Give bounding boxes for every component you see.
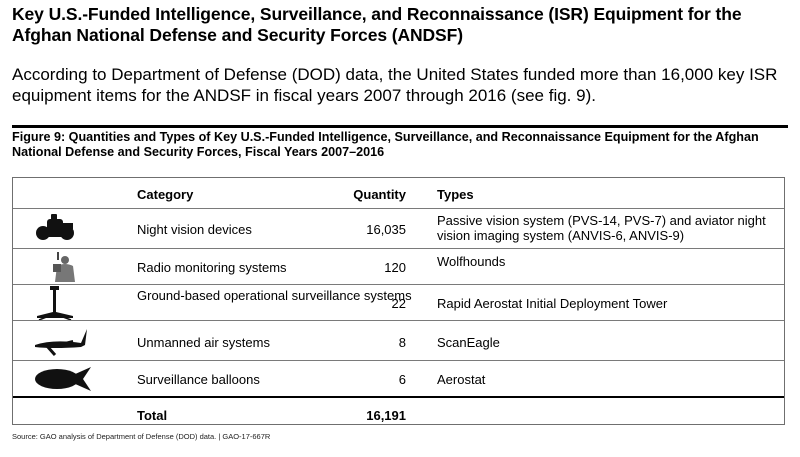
radio-monitoring-icon [53,252,75,282]
table-row: Surveillance balloons 6 Aerostat [13,360,784,397]
table-total-row: Total 16,191 [13,396,784,426]
category-cell: Radio monitoring systems [137,260,287,275]
tower-icon [37,286,73,320]
types-cell: Aerostat [437,372,486,387]
table-row: Unmanned air systems 8 ScanEagle [13,320,784,361]
source-note: Source: GAO analysis of Department of De… [12,432,271,441]
quantity-cell: 8 [398,335,406,350]
drone-icon [35,329,87,356]
table-row: Ground-based operational surveillance sy… [13,284,784,321]
header-category: Category [137,187,194,202]
total-label: Total [137,408,168,423]
table-row: Night vision devices 16,035 Passive visi… [13,208,784,249]
table-header-row: Category Quantity Types [13,178,784,208]
figure-title: Figure 9: Quantities and Types of Key U.… [12,125,788,160]
balloon-icon [35,367,91,391]
total-quantity: 16,191 [366,408,406,423]
quantity-cell: 6 [398,372,406,387]
page-heading: Key U.S.-Funded Intelligence, Surveillan… [12,4,742,45]
types-cell: Rapid Aerostat Initial Deployment Tower [437,296,668,311]
types-cell: ScanEagle [437,335,500,350]
category-cell: Ground-based operational surveillance sy… [137,288,412,303]
types-cell: Wolfhounds [437,254,506,269]
table-row: Radio monitoring systems 120 Wolfhounds [13,248,784,285]
quantity-cell: 22 [391,296,406,311]
category-cell: Night vision devices [137,222,252,237]
header-quantity: Quantity [353,187,406,202]
isr-equipment-table: Category Quantity Types Night vision dev… [12,177,785,425]
night-vision-icon [36,214,74,240]
types-cell: Passive vision system (PVS-14, PVS-7) an… [437,213,766,243]
quantity-cell: 16,035 [366,222,406,237]
quantity-cell: 120 [384,260,406,275]
category-cell: Unmanned air systems [137,335,270,350]
category-cell: Surveillance balloons [137,372,260,387]
intro-paragraph: According to Department of Defense (DOD)… [12,65,778,105]
header-types: Types [437,187,474,202]
